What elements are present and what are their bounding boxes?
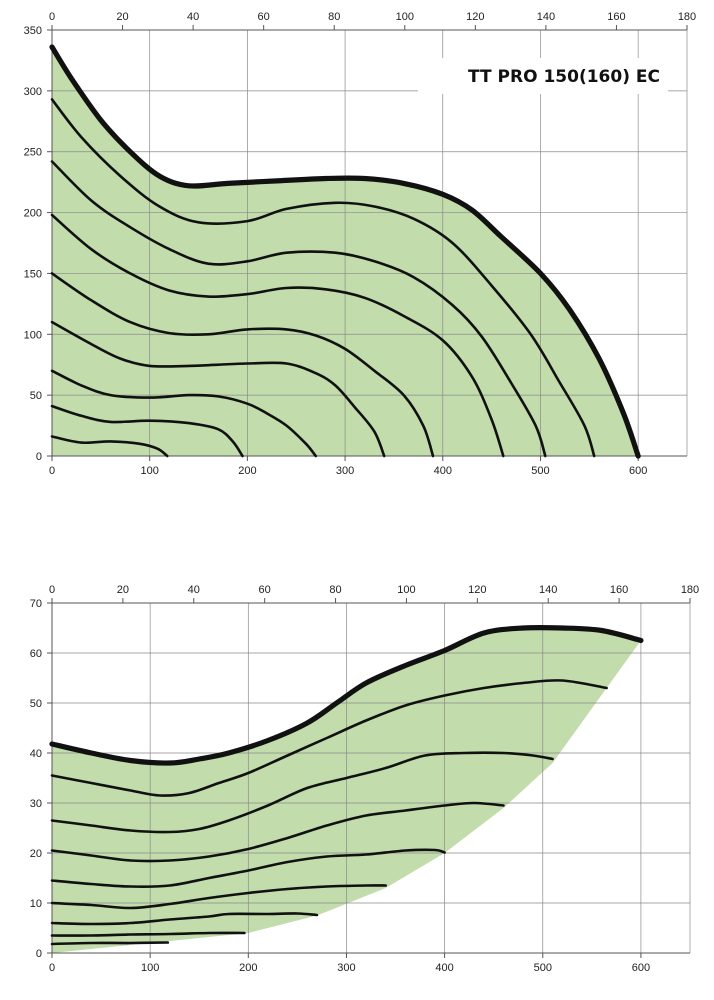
top-tick-label: 180: [681, 584, 699, 596]
top-tick-label: 20: [117, 584, 129, 596]
y-tick-label: 200: [24, 208, 42, 220]
series-curve-3: [50, 801, 505, 863]
series-curve-2: [50, 751, 554, 834]
top-tick-label: 140: [539, 584, 557, 596]
y-tick-label: 10: [30, 898, 42, 910]
bottom-tick-label: 300: [336, 465, 354, 477]
bottom-tick-label: 500: [534, 962, 552, 974]
bottom-tick-label: 100: [141, 465, 159, 477]
series-curve-2: [50, 160, 547, 458]
bottom-tick-label: 200: [239, 962, 257, 974]
series-curve-1: [50, 98, 596, 458]
bottom-tick-label: 200: [238, 465, 256, 477]
title-box: [418, 58, 668, 94]
top-tick-label: 160: [610, 584, 628, 596]
bottom-tick-label: 100: [141, 962, 159, 974]
y-tick-label: 20: [30, 848, 42, 860]
bottom-tick-label: 400: [435, 962, 453, 974]
bottom-tick-label: 500: [531, 465, 549, 477]
top-tick-label: 120: [466, 11, 484, 23]
top-tick-label: 80: [328, 11, 340, 23]
max-curve: [49, 44, 641, 459]
series-curve-4: [50, 848, 446, 888]
bottom-tick-label: 300: [337, 962, 355, 974]
series-curve-6: [50, 369, 318, 458]
series-curve-8: [50, 435, 169, 458]
y-tick-label: 40: [30, 748, 42, 760]
chart-title: TT PRO 150(160) EC: [468, 67, 660, 87]
y-tick-label: 100: [24, 329, 42, 341]
max-curve: [49, 624, 644, 766]
y-tick-label: 30: [30, 798, 42, 810]
top-tick-label: 100: [397, 584, 415, 596]
bottom-tick-label: 600: [629, 465, 647, 477]
top-tick-label: 180: [678, 11, 696, 23]
series-curve-5: [50, 320, 386, 458]
y-tick-label: 350: [24, 25, 42, 37]
y-tick-label: 50: [30, 390, 42, 402]
y-tick-label: 150: [24, 268, 42, 280]
series-curve-7: [50, 931, 246, 937]
top-tick-label: 40: [187, 11, 199, 23]
series-curve-5: [50, 884, 387, 910]
top-tick-label: 60: [259, 584, 271, 596]
series-curve-8: [50, 941, 170, 946]
series-curve-4: [50, 272, 435, 458]
y-tick-label: 50: [30, 698, 42, 710]
top-tick-label: 60: [258, 11, 270, 23]
y-tick-label: 60: [30, 648, 42, 660]
top-tick-label: 140: [537, 11, 555, 23]
bottom-tick-label: 0: [49, 465, 55, 477]
y-tick-label: 0: [36, 948, 42, 960]
y-tick-label: 0: [36, 451, 42, 463]
series-curve-1: [50, 679, 608, 797]
y-tick-label: 70: [30, 598, 42, 610]
top-tick-label: 0: [49, 584, 55, 596]
bottom-tick-label: 0: [49, 962, 55, 974]
y-tick-label: 300: [24, 86, 42, 98]
top-tick-label: 40: [188, 584, 200, 596]
bottom-tick-label: 600: [632, 962, 650, 974]
top-tick-label: 20: [116, 11, 128, 23]
series-curve-3: [50, 213, 505, 458]
top-tick-label: 120: [468, 584, 486, 596]
series-curve-6: [50, 912, 319, 926]
bottom-tick-label: 400: [434, 465, 452, 477]
top-tick-label: 0: [49, 11, 55, 23]
y-tick-label: 250: [24, 147, 42, 159]
top-tick-label: 100: [396, 11, 414, 23]
top-tick-label: 160: [607, 11, 625, 23]
series-curve-7: [50, 404, 244, 458]
top-tick-label: 80: [329, 584, 341, 596]
